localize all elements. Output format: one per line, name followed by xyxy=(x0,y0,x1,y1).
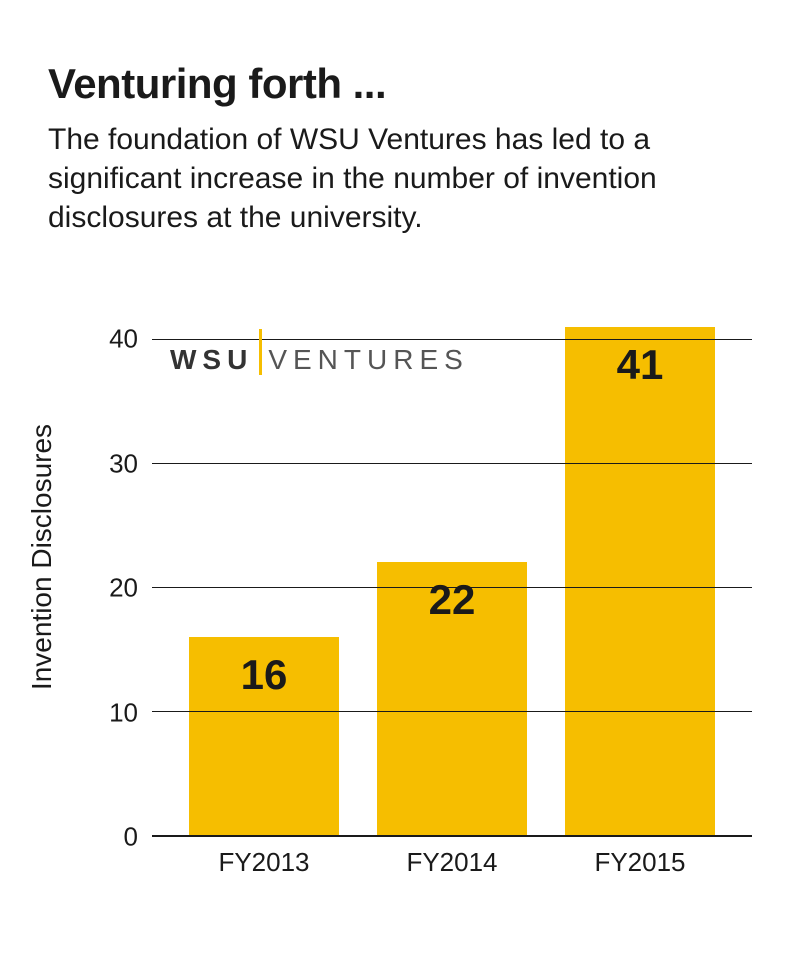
bar-value-label: 22 xyxy=(429,576,476,624)
y-tick-label: 10 xyxy=(109,697,138,728)
y-tick-label: 40 xyxy=(109,324,138,355)
x-tick-label: FY2014 xyxy=(377,847,527,878)
page-subtitle: The foundation of WSU Ventures has led t… xyxy=(48,120,728,237)
bar-column: 41 xyxy=(565,277,715,835)
chart-wrap: Invention Disclosures 010203040 WSU VENT… xyxy=(88,277,752,837)
page-title: Venturing forth ... xyxy=(48,60,752,108)
x-tick-label: FY2013 xyxy=(189,847,339,878)
logo-right-text: VENTURES xyxy=(268,344,468,376)
wsu-ventures-logo: WSU VENTURES xyxy=(170,337,469,383)
chart-container: Venturing forth ... The foundation of WS… xyxy=(0,0,800,971)
y-tick-area: 010203040 xyxy=(88,277,152,837)
bar: 16 xyxy=(189,637,339,835)
bar: 41 xyxy=(565,327,715,835)
bar-value-label: 41 xyxy=(617,341,664,389)
gridline xyxy=(152,587,752,588)
y-tick-label: 20 xyxy=(109,573,138,604)
plot-area: WSU VENTURES 16 22 41 xyxy=(152,277,752,837)
y-tick-label: 0 xyxy=(124,822,138,853)
y-tick-label: 30 xyxy=(109,448,138,479)
x-tick-area: FY2013 FY2014 FY2015 xyxy=(152,837,752,878)
x-tick-label: FY2015 xyxy=(565,847,715,878)
y-axis-label: Invention Disclosures xyxy=(26,424,58,690)
bar-value-label: 16 xyxy=(241,651,288,699)
gridline xyxy=(152,463,752,464)
logo-left-text: WSU xyxy=(170,344,253,376)
chart: 010203040 WSU VENTURES 162241 FY2013FY20… xyxy=(88,277,752,837)
gridline xyxy=(152,711,752,712)
bar: 22 xyxy=(377,562,527,835)
logo-separator-icon xyxy=(259,329,262,375)
